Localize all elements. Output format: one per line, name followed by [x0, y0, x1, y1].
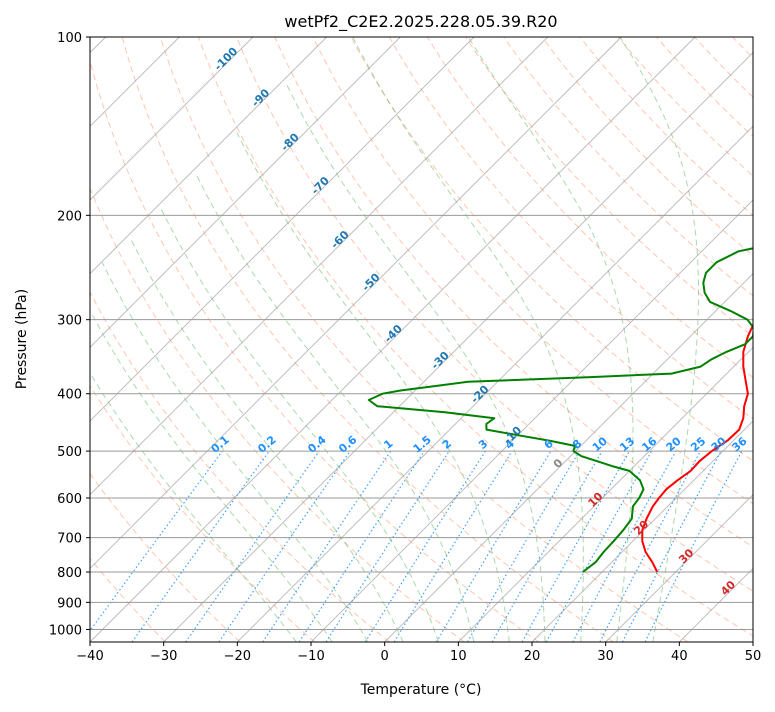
dry-adiabat-line [695, 37, 775, 642]
mixing-ratio-line [546, 451, 651, 642]
x-axis-label: Temperature (°C) [360, 682, 482, 698]
x-tick-label: 10 [450, 649, 467, 664]
temperature-profile-line [642, 37, 775, 572]
dry-adiabat-line [237, 37, 775, 642]
moist-adiabat-line [468, 37, 633, 642]
isotherm-label: -90 [249, 86, 272, 109]
dry-adiabat-line [84, 37, 539, 642]
x-tick-label: −40 [76, 649, 103, 664]
dry-adiabat-line [275, 37, 775, 642]
dry-adiabat-line [656, 37, 775, 642]
y-tick-label: 300 [57, 314, 82, 329]
dry-adiabat-line [0, 37, 315, 642]
isotherm-label: -20 [468, 383, 491, 406]
mixing-ratio-line [522, 451, 629, 642]
mixing-ratio-label: 3 [476, 437, 490, 452]
isotherm-line [16, 37, 621, 642]
dry-adiabat-line [771, 37, 775, 642]
isotherm-line [0, 37, 253, 642]
y-tick-label: 1000 [49, 623, 82, 638]
mixing-ratio-line [82, 451, 223, 642]
isotherm-label: -80 [279, 130, 302, 153]
dry-adiabat-line [542, 37, 775, 642]
x-tick-label: −30 [150, 649, 177, 664]
mixing-ratio-label: 1.5 [411, 433, 434, 455]
y-tick-label: 400 [57, 388, 82, 403]
mixing-ratio-label: 0.2 [255, 433, 278, 455]
isotherm-line [164, 37, 769, 642]
y-tick-label: 200 [57, 209, 82, 224]
isotherm-line [237, 37, 775, 642]
y-tick-label: 600 [57, 492, 82, 507]
mixing-ratio-line [365, 451, 485, 642]
isotherm-line [385, 37, 775, 642]
mixing-ratio-label: 2 [440, 437, 454, 452]
isotherm-line [0, 37, 400, 642]
dry-adiabat-label: 10 [586, 490, 606, 510]
dry-adiabat-label: 30 [676, 546, 696, 566]
mixing-ratio-line [573, 451, 676, 642]
dry-adiabat-line [504, 37, 775, 642]
moist-adiabat-line [237, 133, 510, 642]
mixing-ratio-line [219, 451, 350, 642]
y-axis-label: Pressure (hPa) [14, 289, 30, 389]
dry-adiabat-line [389, 37, 775, 642]
isotherm-label: -50 [359, 270, 382, 293]
isotherm-line [0, 37, 548, 642]
isotherm-line [532, 37, 775, 642]
isotherm-label: -60 [328, 228, 351, 251]
x-tick-label: −20 [224, 649, 251, 664]
mixing-ratio-label: 0.4 [305, 433, 329, 456]
dry-adiabat-line [466, 37, 775, 642]
y-tick-label: 900 [57, 596, 82, 611]
dry-adiabat-label: 40 [718, 578, 738, 598]
dry-adiabat-line [733, 37, 775, 642]
isotherm-label: -30 [429, 349, 452, 372]
x-tick-label: −10 [297, 649, 324, 664]
isotherm-line [679, 37, 775, 642]
mixing-ratio-line [436, 451, 551, 642]
isotherm-label: -100 [212, 44, 241, 73]
mixing-ratio-label: 6 [542, 437, 556, 452]
mixing-ratio-label: 0.1 [209, 433, 232, 455]
dry-adiabat-line [0, 37, 240, 642]
mixing-ratio-label: 8 [570, 437, 584, 452]
isotherm-line [311, 37, 775, 642]
moist-adiabat-line [286, 84, 545, 642]
moist-adiabat-line [78, 288, 332, 642]
y-tick-label: 800 [57, 566, 82, 581]
mixing-ratio-label: 0.6 [336, 433, 360, 456]
dry-adiabat-line [8, 37, 390, 642]
mixing-ratio-label: 1 [381, 437, 395, 452]
y-tick-label: 700 [57, 532, 82, 547]
dry-adiabat-line [351, 37, 775, 642]
x-tick-label: 0 [381, 649, 389, 664]
x-tick-label: 20 [524, 649, 541, 664]
isotherm-line [0, 37, 327, 642]
x-tick-label: 40 [671, 649, 688, 664]
y-tick-label: 500 [57, 445, 82, 460]
isotherm-line [753, 37, 775, 642]
dry-adiabat-line [427, 37, 775, 642]
chart-title: wetPf2_C2E2.2025.228.05.39.R20 [284, 12, 557, 32]
isotherm-label: -70 [309, 174, 332, 197]
moist-adiabat-line [161, 209, 438, 642]
y-tick-label: 100 [57, 31, 82, 46]
mixing-ratio-line [600, 451, 701, 642]
x-tick-label: 30 [597, 649, 614, 664]
mixing-ratio-line [326, 451, 449, 642]
x-tick-label: 50 [745, 649, 762, 664]
mixing-ratio-line [622, 451, 721, 642]
